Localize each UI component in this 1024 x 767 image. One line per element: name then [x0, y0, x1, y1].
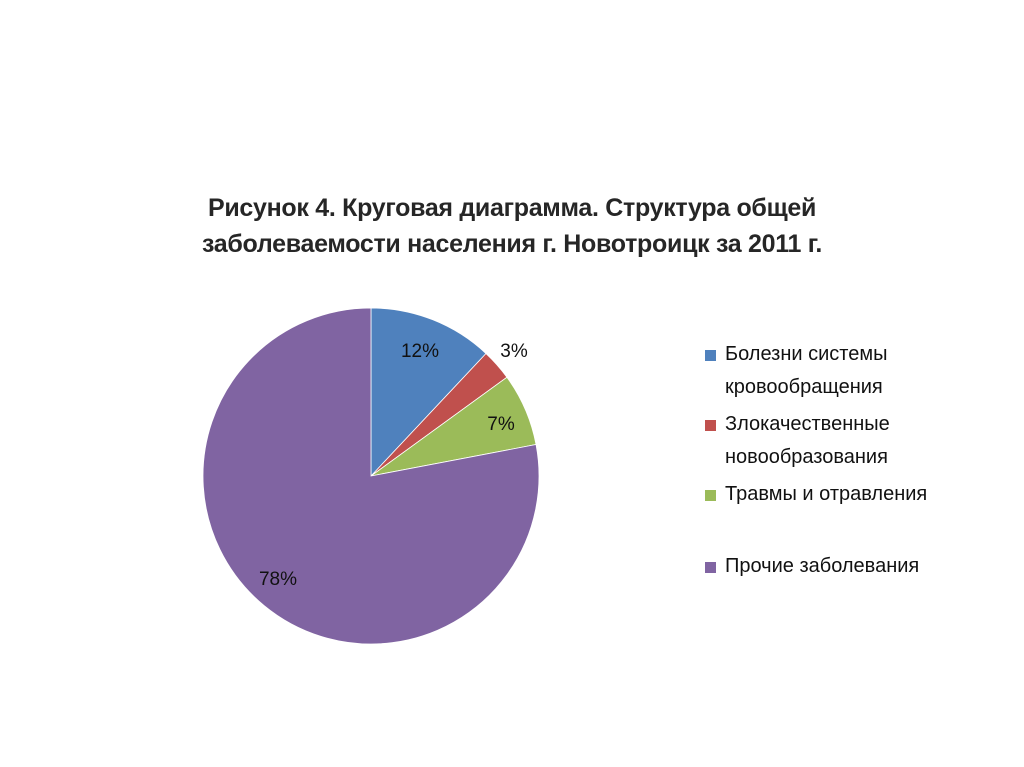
legend-label: Злокачественные новообразования	[725, 413, 890, 468]
data-label-0: 12%	[401, 341, 439, 362]
pie-slice-3	[202, 307, 540, 645]
data-label-3: 78%	[259, 569, 297, 590]
legend-label: Болезни системы кровообращения	[725, 343, 888, 398]
legend-swatch	[705, 420, 716, 431]
legend-swatch	[705, 350, 716, 361]
chart-title: Рисунок 4. Круговая диаграмма. Структура…	[0, 190, 1024, 262]
legend-label: Прочие заболевания	[725, 555, 920, 577]
data-label-1: 3%	[500, 341, 528, 362]
chart-title-line-2: заболеваемости населения г. Новотроицк з…	[202, 230, 822, 258]
legend-swatch	[705, 562, 716, 573]
data-label-2: 7%	[487, 414, 515, 435]
legend-swatch	[705, 490, 716, 501]
legend-label: Травмы и отравления	[725, 483, 928, 505]
pie-slice-0	[370, 307, 487, 478]
chart-title-line-1: Рисунок 4. Круговая диаграмма. Структура…	[207, 194, 817, 222]
